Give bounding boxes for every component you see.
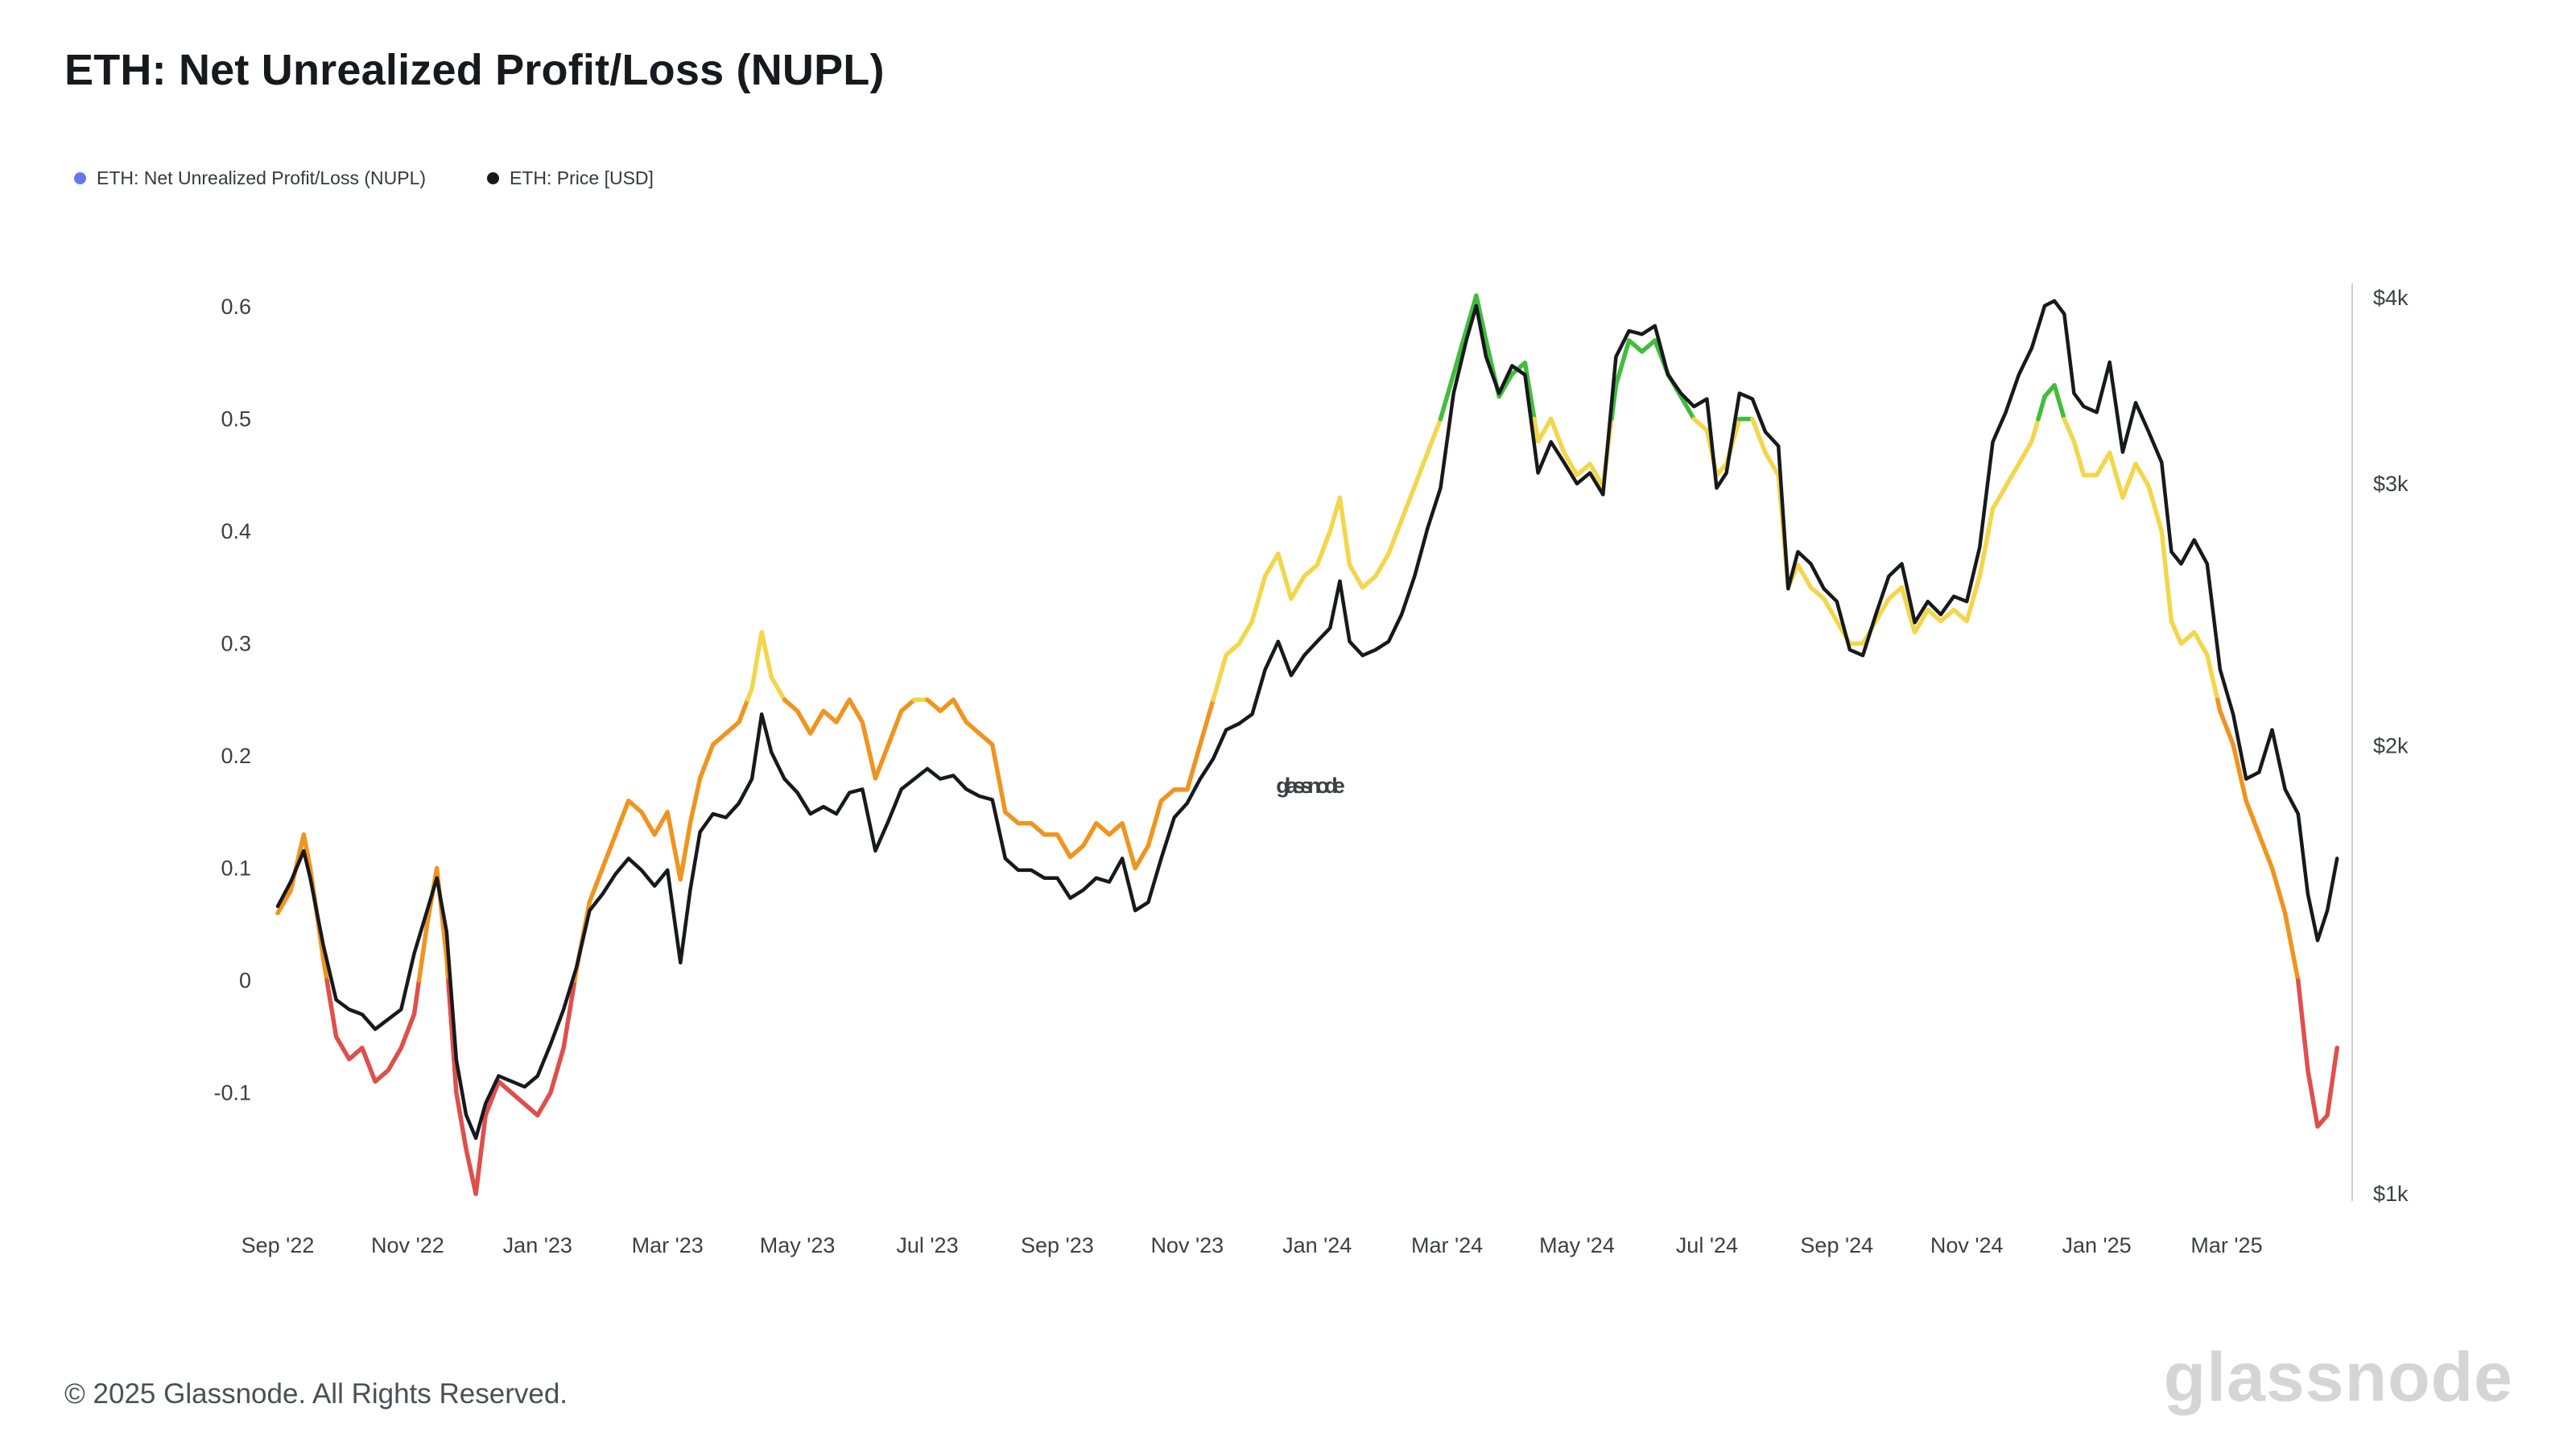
svg-text:$3k: $3k xyxy=(2373,472,2409,496)
svg-text:0.4: 0.4 xyxy=(221,519,251,543)
footer-copyright: © 2025 Glassnode. All Rights Reserved. xyxy=(64,1378,568,1410)
nupl-line-segment xyxy=(275,832,329,983)
glassnode-watermark: glassnode xyxy=(1276,774,1345,798)
svg-text:$1k: $1k xyxy=(2373,1182,2409,1206)
nupl-line-segment xyxy=(2062,416,2220,703)
nupl-line-segment xyxy=(2215,697,2301,983)
svg-text:Mar '24: Mar '24 xyxy=(1411,1233,1483,1257)
svg-text:Jan '25: Jan '25 xyxy=(2062,1233,2131,1257)
svg-text:0.2: 0.2 xyxy=(221,744,251,768)
svg-text:Jan '23: Jan '23 xyxy=(503,1233,572,1257)
svg-text:Nov '22: Nov '22 xyxy=(371,1233,444,1257)
nupl-line-segment xyxy=(1548,416,1614,489)
svg-text:Jul '24: Jul '24 xyxy=(1676,1233,1738,1257)
nupl-line-segment xyxy=(782,697,852,736)
nupl-line-segment xyxy=(324,978,422,1084)
svg-text:0.6: 0.6 xyxy=(221,295,251,319)
legend-label-nupl: ETH: Net Unrealized Profit/Loss (NUPL) xyxy=(97,167,427,188)
svg-text:Mar '23: Mar '23 xyxy=(632,1233,704,1257)
svg-text:Jul '23: Jul '23 xyxy=(896,1233,958,1257)
nupl-line-segment xyxy=(925,697,956,713)
nupl-line-segment xyxy=(2296,978,2339,1129)
price-line xyxy=(275,299,2339,1141)
nupl-line-segment xyxy=(1438,293,1537,422)
legend-dot-nupl-icon xyxy=(74,172,86,184)
legend-item-price[interactable]: ETH: Price [USD] xyxy=(487,167,654,189)
chart-title: ETH: Net Unrealized Profit/Loss (NUPL) xyxy=(64,46,885,94)
svg-text:0.5: 0.5 xyxy=(221,407,251,431)
svg-text:Sep '22: Sep '22 xyxy=(242,1233,315,1257)
svg-text:May '24: May '24 xyxy=(1539,1233,1615,1257)
legend-item-nupl[interactable]: ETH: Net Unrealized Profit/Loss (NUPL) xyxy=(74,167,426,189)
svg-text:0.3: 0.3 xyxy=(221,632,251,656)
svg-text:0: 0 xyxy=(239,968,251,993)
svg-text:-0.1: -0.1 xyxy=(213,1081,251,1105)
svg-text:May '23: May '23 xyxy=(760,1233,836,1257)
nupl-line-segment xyxy=(1750,416,2041,646)
legend: ETH: Net Unrealized Profit/Loss (NUPL) E… xyxy=(74,167,654,189)
svg-text:$2k: $2k xyxy=(2373,733,2409,758)
x-axis-labels: Sep '22 Nov '22 Jan '23 Mar '23 May '23 Jul '… xyxy=(242,1233,2263,1257)
legend-dot-price-icon xyxy=(487,172,500,184)
svg-text:Sep '24: Sep '24 xyxy=(1800,1233,1873,1257)
nupl-line-segment xyxy=(1609,338,1697,422)
nupl-line-segment xyxy=(951,697,1216,871)
y-axis-right-labels: $4k $3k $2k $1k xyxy=(2373,286,2409,1206)
nupl-line-segment xyxy=(1211,416,1443,703)
svg-text:0.1: 0.1 xyxy=(221,857,251,881)
nupl-line-segment xyxy=(847,697,917,781)
nupl-line-segment xyxy=(572,697,750,983)
svg-text:Sep '23: Sep '23 xyxy=(1021,1233,1094,1257)
nupl-line xyxy=(275,293,2339,1196)
svg-text:Mar '25: Mar '25 xyxy=(2190,1233,2262,1257)
nupl-line-segment xyxy=(1532,416,1554,444)
glassnode-logo: glassnode xyxy=(2163,1339,2513,1416)
svg-text:Jan '24: Jan '24 xyxy=(1282,1233,1352,1257)
price-line-path xyxy=(275,299,2339,1141)
nupl-line-segment xyxy=(2036,382,2067,422)
svg-text:$4k: $4k xyxy=(2373,286,2409,310)
nupl-line-segment xyxy=(446,978,577,1196)
nupl-line-segment xyxy=(416,865,451,983)
legend-label-price: ETH: Price [USD] xyxy=(510,167,654,188)
svg-text:Nov '24: Nov '24 xyxy=(1930,1233,2004,1257)
svg-text:Nov '23: Nov '23 xyxy=(1150,1233,1224,1257)
y-axis-left-labels: 0.6 0.5 0.4 0.3 0.2 0.1 0 -0.1 xyxy=(213,295,251,1105)
nupl-line-segment xyxy=(745,630,787,703)
